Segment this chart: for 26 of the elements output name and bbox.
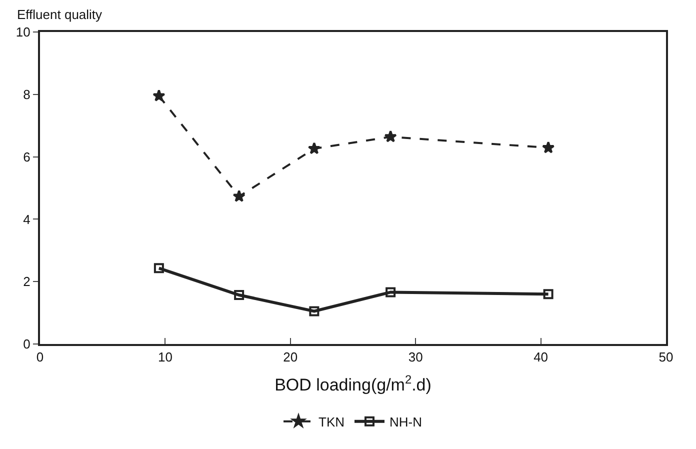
point <box>154 263 164 274</box>
point <box>384 130 397 142</box>
point <box>152 89 166 102</box>
x-tick-label: 20 <box>283 350 298 365</box>
point <box>386 287 396 298</box>
y-tick-label: 4 <box>23 212 30 227</box>
y-tick-label: 2 <box>23 274 30 290</box>
x-tick-label: 40 <box>534 350 548 365</box>
point <box>232 190 246 202</box>
x-tick-label: 30 <box>408 350 423 365</box>
legend-label: TKN <box>318 414 344 430</box>
point <box>542 141 555 154</box>
y-tick-label: 8 <box>23 86 30 102</box>
y-tick-label: 6 <box>23 149 30 164</box>
y-tick-label: 0 <box>23 336 30 352</box>
y-tick-label: 10 <box>16 24 30 40</box>
legend-label: NH-N <box>390 414 422 430</box>
point <box>234 290 244 300</box>
x-tick-label: 10 <box>158 350 172 365</box>
point <box>309 306 320 316</box>
y-axis-title: Effluent quality <box>17 7 103 22</box>
x-axis-title: BOD loading(g/m$^{2}$.d) <box>274 372 432 394</box>
point <box>543 289 554 300</box>
point <box>308 142 321 154</box>
x-tick-label: 0 <box>36 350 44 365</box>
x-tick-label: 50 <box>658 350 674 365</box>
